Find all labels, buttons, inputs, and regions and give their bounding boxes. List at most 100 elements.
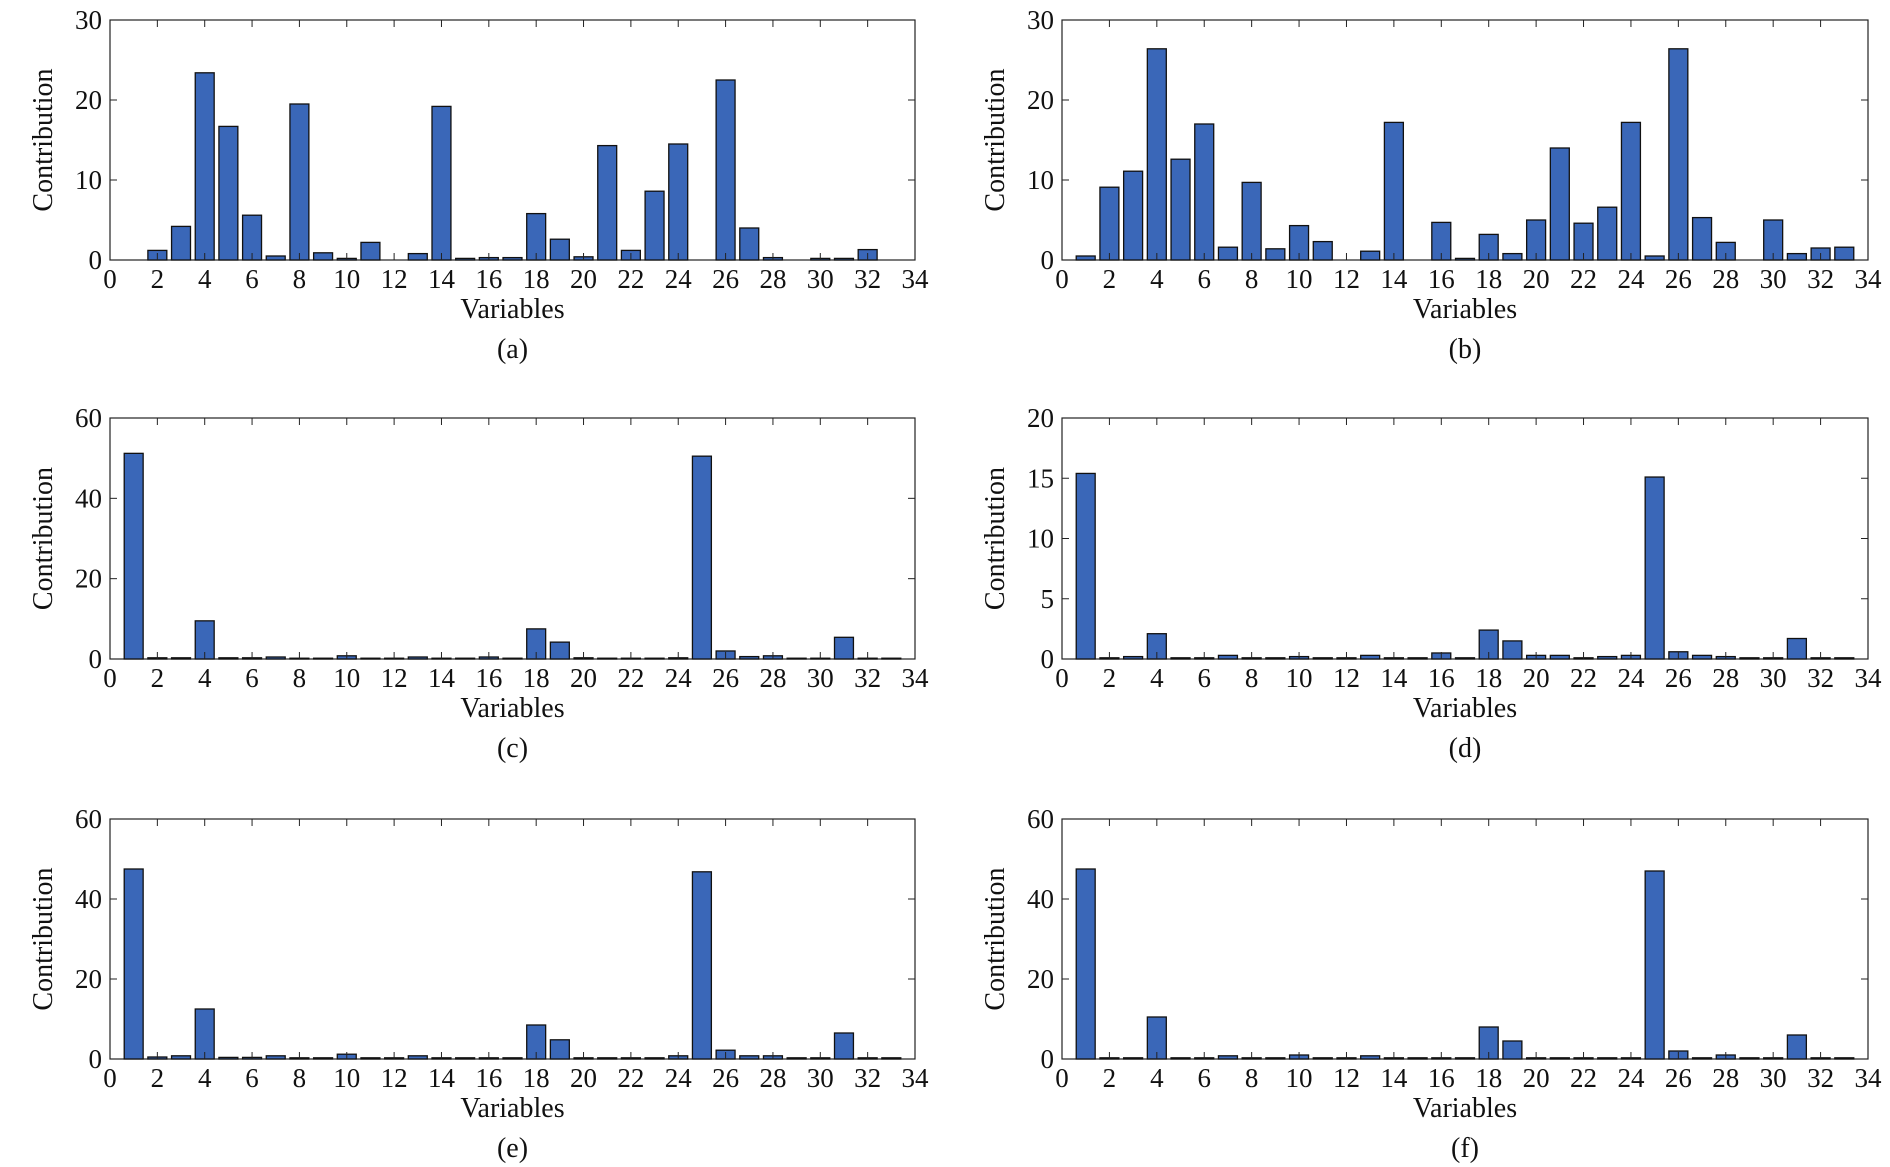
- bar-var-25: [691, 871, 713, 1060]
- x-axis-label: Variables: [460, 693, 564, 724]
- bar-var-5: [218, 1056, 239, 1060]
- bar-var-1: [1075, 868, 1096, 1060]
- x-tick-label: 26: [712, 264, 739, 294]
- bar-var-7: [265, 1055, 286, 1060]
- bar-var-25: [691, 455, 713, 660]
- bar-var-21: [597, 144, 618, 261]
- x-tick-label: 4: [1150, 264, 1164, 294]
- x-tick-label: 10: [333, 264, 360, 294]
- bar-var-31: [1786, 1034, 1808, 1060]
- bar-var-23: [644, 1057, 665, 1060]
- chart-panel-6: 0 2 4 6 8 10 12 14 16 18 20 22 24 26 28 30 32 340204060Va…: [980, 804, 1882, 1164]
- bar-var-9: [1265, 1057, 1286, 1060]
- bar-var-21: [1549, 654, 1570, 660]
- bar-var-3: [1122, 170, 1144, 261]
- x-tick-label: 8: [1245, 663, 1259, 693]
- x-tick-label: 0: [103, 1063, 117, 1093]
- x-tick-label: 32: [1807, 264, 1834, 294]
- bar-var-7: [1217, 654, 1239, 660]
- bar-var-17: [502, 256, 523, 261]
- y-tick-label: 60: [75, 403, 102, 433]
- x-tick-label: 18: [523, 663, 550, 693]
- x-tick-label: 22: [617, 663, 644, 693]
- bar-var-19: [1502, 1040, 1523, 1060]
- bar-var-3: [170, 225, 192, 261]
- bar-var-31: [1786, 637, 1808, 660]
- bar-var-23: [644, 657, 665, 660]
- x-tick-label: 26: [1665, 1063, 1692, 1093]
- bar-var-26: [715, 79, 736, 261]
- bar-var-29: [1739, 1057, 1760, 1060]
- x-tick-label: 8: [1245, 264, 1259, 294]
- bar-var-5: [218, 657, 239, 660]
- bar-var-15: [1407, 657, 1428, 660]
- y-axis-label: Contribution: [28, 467, 59, 610]
- bar-var-23: [1597, 1057, 1618, 1060]
- x-tick-label: 18: [1475, 663, 1502, 693]
- x-tick-label: 10: [1286, 264, 1313, 294]
- bar-var-24: [668, 143, 689, 261]
- y-tick-label: 5: [1041, 584, 1055, 614]
- x-tick-label: 6: [245, 663, 259, 693]
- bar-var-15: [455, 657, 476, 660]
- y-tick-label: 0: [89, 1044, 103, 1074]
- bar-var-17: [502, 1057, 523, 1060]
- bar-var-11: [1312, 657, 1333, 660]
- chart-panel-4: 0 2 4 6 8 10 12 14 16 18 20 22 24 26 28 30 32 3405101520V…: [980, 403, 1882, 764]
- bar-var-5: [1170, 657, 1191, 660]
- plot-frame: [109, 417, 916, 660]
- bar-var-13: [407, 1055, 428, 1060]
- y-tick-label: 40: [1027, 884, 1054, 914]
- x-tick-label: 18: [1475, 1063, 1502, 1093]
- x-tick-label: 24: [1617, 1063, 1645, 1093]
- bar-var-13: [1360, 250, 1381, 261]
- panel-caption: (a): [497, 334, 528, 365]
- bar-var-24: [1620, 121, 1642, 261]
- bar-var-3: [1122, 655, 1144, 660]
- x-tick-label: 4: [1150, 1063, 1164, 1093]
- panel-caption: (d): [1449, 733, 1482, 764]
- x-tick-label: 14: [428, 1063, 456, 1093]
- x-tick-label: 34: [1855, 264, 1883, 294]
- bar-var-19: [549, 1039, 570, 1060]
- plot-frame: [1061, 417, 1869, 660]
- bar-var-23: [1597, 655, 1618, 660]
- bar-var-3: [170, 657, 192, 660]
- x-tick-label: 28: [1712, 663, 1739, 693]
- y-tick-label: 20: [1027, 403, 1054, 433]
- plot-frame: [109, 818, 916, 1060]
- bar-var-13: [407, 252, 428, 261]
- x-tick-label: 4: [198, 264, 212, 294]
- x-tick-label: 34: [902, 1063, 930, 1093]
- bar-var-27: [1691, 216, 1713, 261]
- bar-var-1: [1075, 472, 1096, 660]
- x-axis-label: Variables: [1413, 294, 1517, 325]
- bar-var-11: [360, 1057, 381, 1060]
- x-tick-label: 4: [198, 1063, 212, 1093]
- bar-var-6: [1194, 123, 1215, 261]
- y-tick-label: 60: [1027, 804, 1054, 834]
- y-tick-label: 40: [75, 884, 102, 914]
- bar-var-15: [455, 1057, 476, 1060]
- x-tick-label: 28: [1712, 1063, 1739, 1093]
- bar-var-21: [597, 1057, 618, 1060]
- chart-panel-3: 0 2 4 6 8 10 12 14 16 18 20 22 24 26 28 30 32 340204060Va…: [28, 403, 929, 764]
- x-tick-label: 8: [1245, 1063, 1259, 1093]
- x-tick-label: 6: [1197, 1063, 1211, 1093]
- x-tick-label: 2: [151, 1063, 165, 1093]
- x-tick-label: 10: [333, 663, 360, 693]
- x-tick-label: 30: [1760, 1063, 1787, 1093]
- x-tick-label: 22: [617, 1063, 644, 1093]
- bar-var-2: [1099, 186, 1120, 261]
- x-tick-label: 18: [523, 264, 550, 294]
- x-tick-label: 12: [381, 264, 408, 294]
- bar-var-21: [1549, 147, 1570, 261]
- x-tick-label: 16: [1428, 1063, 1455, 1093]
- x-tick-label: 6: [1197, 264, 1211, 294]
- x-tick-label: 16: [1428, 264, 1455, 294]
- bar-var-7: [1217, 1055, 1239, 1060]
- bar-var-5: [1170, 158, 1191, 261]
- y-tick-label: 30: [1027, 5, 1054, 35]
- bar-var-31: [833, 636, 855, 660]
- x-tick-label: 32: [1807, 1063, 1834, 1093]
